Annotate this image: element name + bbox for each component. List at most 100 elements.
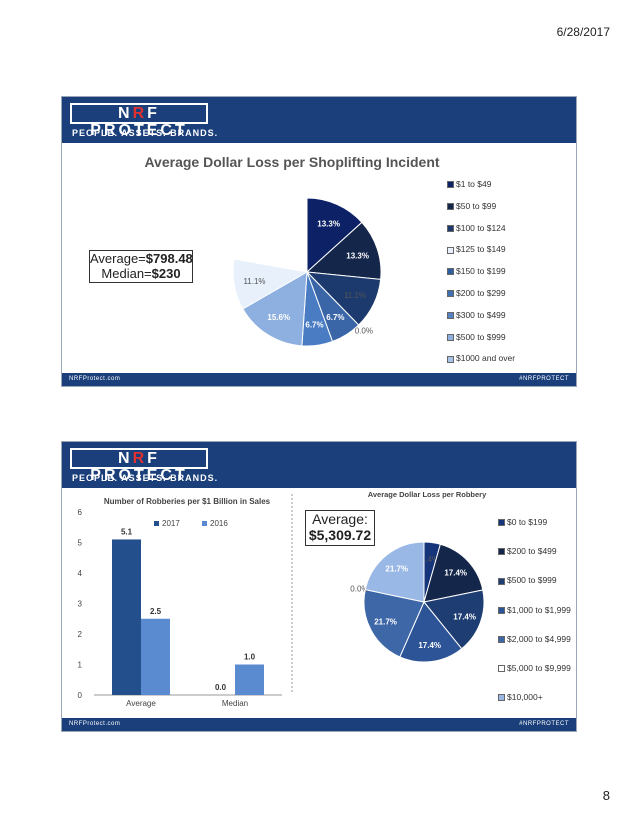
slice-label: 17.4% [444,569,467,578]
legend-label: $5,000 to $9,999 [507,663,571,673]
slice-label: 21.7% [385,564,408,573]
slide-footer: NRFProtect.com #NRFPROTECT [62,373,576,386]
legend-label: $10,000+ [507,692,543,703]
bar-data-label: 0.0 [215,683,227,692]
page-number: 8 [602,788,610,803]
legend-label: $300 to $499 [456,309,506,320]
slide-robberies: NRF PROTECT PEOPLE. ASSETS. BRANDS. Numb… [61,441,577,732]
slice-label: 11.1% [243,277,265,286]
legend-item: $500 to $999 [447,332,506,342]
bar [235,664,264,695]
legend-swatch [447,203,454,211]
slide-header: NRF PROTECT PEOPLE. ASSETS. BRANDS. [62,97,576,143]
slice-label: 0.0% [350,584,368,593]
slice-label: 21.7% [374,618,397,627]
legend-label: $2,000 to $4,999 [507,633,571,644]
slice-label: 22.2% [261,227,284,236]
legend-item: $1,000 to $1,999 [498,605,571,615]
legend-swatch [447,181,454,189]
legend-swatch [202,521,207,526]
legend-item: $125 to $149 [447,244,506,254]
legend-label: $0 to $199 [507,517,548,527]
x-tick-label: Median [222,699,248,708]
legend-label: $1 to $49 [456,179,492,189]
x-tick-label: Average [126,699,156,708]
slice-label: 17.4% [418,641,441,650]
legend-swatch [498,577,505,585]
slide-header: NRF PROTECT PEOPLE. ASSETS. BRANDS. [62,442,576,488]
pie-slice [242,271,308,347]
legend-item: $50 to $99 [447,201,496,211]
slice-label: 13.3% [317,219,340,228]
legend-swatch [447,355,454,363]
footer-website: NRFProtect.com [69,721,121,727]
legend-swatch [154,521,159,526]
legend-swatch [447,312,454,320]
legend-item: $5,000 to $9,999 [498,663,571,673]
median-label: Median= [101,266,152,281]
shoplifting-pie-chart: Average Dollar Loss per Shoplifting Inci… [144,154,440,347]
pie-slice [363,589,425,658]
legend-label: $150 to $199 [456,266,506,277]
footer-hashtag: #NRFPROTECT [519,376,569,382]
legend-label: $1000 and over [456,353,516,364]
robbery-charts: Number of Robberies per $1 Billion in Sa… [78,490,488,708]
bar [112,539,141,695]
slice-label: 13.3% [346,251,369,260]
slice-label: 11.1% [344,291,366,300]
legend-swatch [498,694,505,702]
pie-slice [233,197,308,273]
robbery-average-box: Average: $5,309.72 [305,510,375,546]
legend-item: $300 to $499 [447,310,506,320]
y-tick-label: 1 [78,661,83,670]
pie-slice [423,589,485,650]
pie-slice [306,197,363,274]
nrf-protect-logo: NRF PROTECT [70,448,208,484]
legend-label: $500 to $999 [456,331,506,342]
legend-swatch [498,665,505,673]
legend-swatch [447,268,454,276]
slice-label: 15.6% [267,313,290,322]
legend-swatch [498,636,505,644]
legend-swatch [498,548,505,556]
legend-swatch [447,333,454,341]
chart-title: Average Dollar Loss per Shoplifting Inci… [144,154,439,170]
legend-label: $125 to $149 [456,244,506,255]
slice-label: 0.0% [355,326,373,335]
pie-slice [364,541,425,603]
page-date: 6/28/2017 [556,25,610,39]
bar-chart-title: Number of Robberies per $1 Billion in Sa… [104,497,271,506]
pie-slice [399,601,463,663]
legend-label: $1,000 to $1,999 [507,604,571,615]
legend-item: $10,000+ [498,692,543,702]
legend-item: $1000 and over [447,353,515,363]
slice-label: 17.4% [453,613,476,622]
nrf-protect-logo: NRF PROTECT [70,103,208,139]
slice-label: 6.7% [305,321,323,330]
footer-website: NRFProtect.com [69,376,121,382]
legend-swatch [447,290,454,298]
legend-swatch [447,224,454,232]
average-median-box: Average=$798.48 Median=$230 [89,250,193,283]
legend-item: $0 to $199 [498,517,547,527]
average-value: $5,309.72 [308,527,372,543]
pie-slice [305,221,382,280]
legend-label: $100 to $124 [456,222,506,233]
legend-swatch [498,519,505,527]
slice-label: 6.7% [326,313,344,322]
average-value: $798.48 [145,251,193,266]
legend-swatch [498,606,505,614]
robbery-pie-title: Average Dollar Loss per Robbery [368,490,487,499]
y-tick-label: 5 [78,539,83,548]
y-tick-label: 0 [78,691,83,700]
average-label: Average: [312,511,368,527]
legend-item: $2,000 to $4,999 [498,634,571,644]
legend-item: $100 to $124 [447,223,506,233]
bar-data-label: 2.5 [150,607,162,616]
legend-label: $500 to $999 [507,575,557,586]
footer-hashtag: #NRFPROTECT [519,721,569,727]
bar-data-label: 5.1 [121,527,133,536]
legend-label: $200 to $499 [507,546,557,557]
average-label: Average= [90,251,146,266]
slice-label: 4.4% [421,555,439,564]
